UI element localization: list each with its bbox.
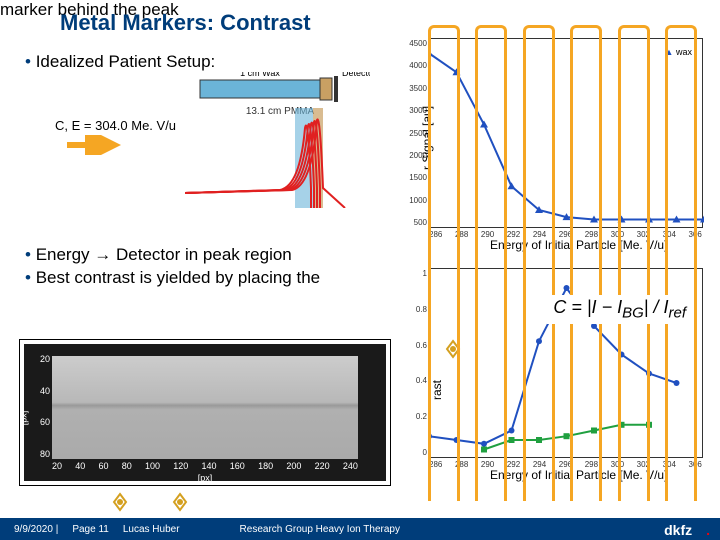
arrow-icon xyxy=(65,135,125,155)
orange-bar xyxy=(665,25,697,501)
marker-icon xyxy=(110,492,130,512)
dkfz-logo: dkfz. xyxy=(664,522,710,538)
detector-image: 20406080 2040608010012014016018020022024… xyxy=(20,340,390,485)
marker-icon xyxy=(170,492,190,512)
bullet-contrast: Best contrast is yielded by placing the xyxy=(25,268,320,288)
detector-ylabel: [px] xyxy=(18,410,28,425)
detector-xlabel: [px] xyxy=(198,473,213,483)
orange-bar xyxy=(523,25,555,501)
footer-author: Lucas Huber xyxy=(123,524,180,535)
slide-title: Metal Markers: Contrast xyxy=(60,10,311,36)
contrast-formula: C = |I − IBG| / Iref xyxy=(547,295,692,324)
footer-date: 9/9/2020 | xyxy=(14,524,58,535)
marker-icons xyxy=(110,492,190,512)
energy-label-2: C, E = 301.0 Me. V/u xyxy=(78,325,199,340)
bullet-energy: Energy → Detector in peak region xyxy=(25,245,292,265)
pmma-box-icon: 1 cm Wax Detector xyxy=(190,72,370,106)
bullet-setup: Idealized Patient Setup: xyxy=(25,52,215,72)
energy-label-1: C, E = 304.0 Me. V/u xyxy=(55,118,176,133)
svg-text:Detector: Detector xyxy=(342,72,370,78)
detector-yticks: 20406080 xyxy=(26,354,50,459)
footer-page: Page 11 xyxy=(72,524,109,535)
bragg-curve xyxy=(185,108,385,208)
orange-bar xyxy=(475,25,507,501)
orange-overlay-bars xyxy=(420,25,705,501)
orange-bar xyxy=(428,25,460,501)
orange-bar xyxy=(570,25,602,501)
orange-bar xyxy=(618,25,650,501)
footer: 9/9/2020 | Page 11 Lucas Huber Research … xyxy=(0,518,720,540)
svg-text:1 cm Wax: 1 cm Wax xyxy=(240,72,280,78)
footer-group: Research Group Heavy Ion Therapy xyxy=(240,524,400,535)
detector-gradient xyxy=(52,356,358,459)
slide: Metal Markers: Contrast Idealized Patien… xyxy=(0,0,720,540)
